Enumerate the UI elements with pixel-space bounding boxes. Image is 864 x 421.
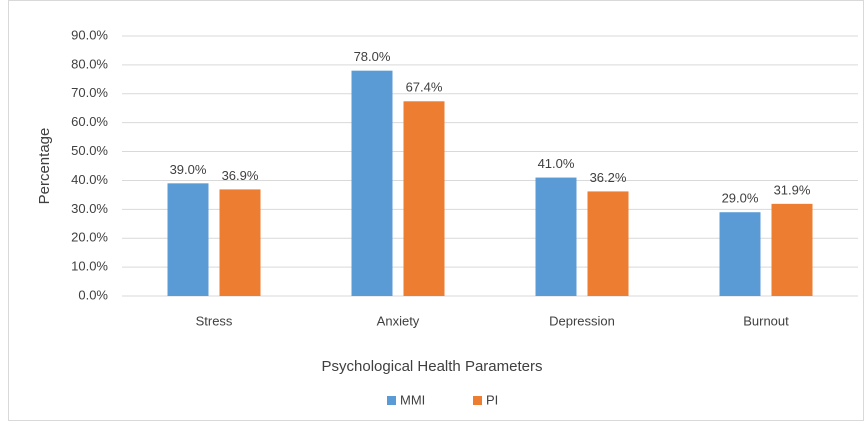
x-axis-title: Psychological Health Parameters — [322, 358, 543, 375]
data-label: 39.0% — [170, 162, 207, 177]
y-tick-label: 10.0% — [71, 259, 108, 274]
bar — [535, 177, 577, 296]
y-tick-label: 40.0% — [71, 172, 108, 187]
y-tick-label: 0.0% — [78, 287, 108, 302]
y-axis-title: Percentage — [36, 128, 53, 205]
y-tick-label: 60.0% — [71, 114, 108, 129]
x-tick-label: Anxiety — [377, 313, 420, 328]
data-label: 41.0% — [538, 156, 575, 171]
x-tick-label: Depression — [549, 313, 615, 328]
legend-swatch — [473, 396, 482, 405]
legend-swatch — [387, 396, 396, 405]
bar — [351, 70, 393, 297]
legend-label: MMI — [400, 392, 425, 407]
y-tick-label: 20.0% — [71, 230, 108, 245]
data-label: 31.9% — [774, 182, 811, 197]
y-tick-label: 80.0% — [71, 56, 108, 71]
legend-label: PI — [486, 392, 498, 407]
data-label: 36.9% — [222, 168, 259, 183]
bar — [403, 101, 445, 297]
bar — [771, 203, 813, 296]
bar — [587, 191, 629, 296]
data-label: 67.4% — [406, 80, 443, 95]
bar — [719, 212, 761, 296]
data-label: 36.2% — [590, 170, 627, 185]
y-tick-label: 50.0% — [71, 143, 108, 158]
y-tick-label: 70.0% — [71, 85, 108, 100]
x-tick-label: Stress — [196, 313, 233, 328]
data-label: 29.0% — [722, 191, 759, 206]
x-tick-label: Burnout — [743, 313, 789, 328]
bar — [167, 183, 209, 296]
y-tick-label: 90.0% — [71, 27, 108, 42]
bar — [219, 189, 261, 296]
data-label: 78.0% — [354, 49, 391, 64]
y-tick-label: 30.0% — [71, 201, 108, 216]
